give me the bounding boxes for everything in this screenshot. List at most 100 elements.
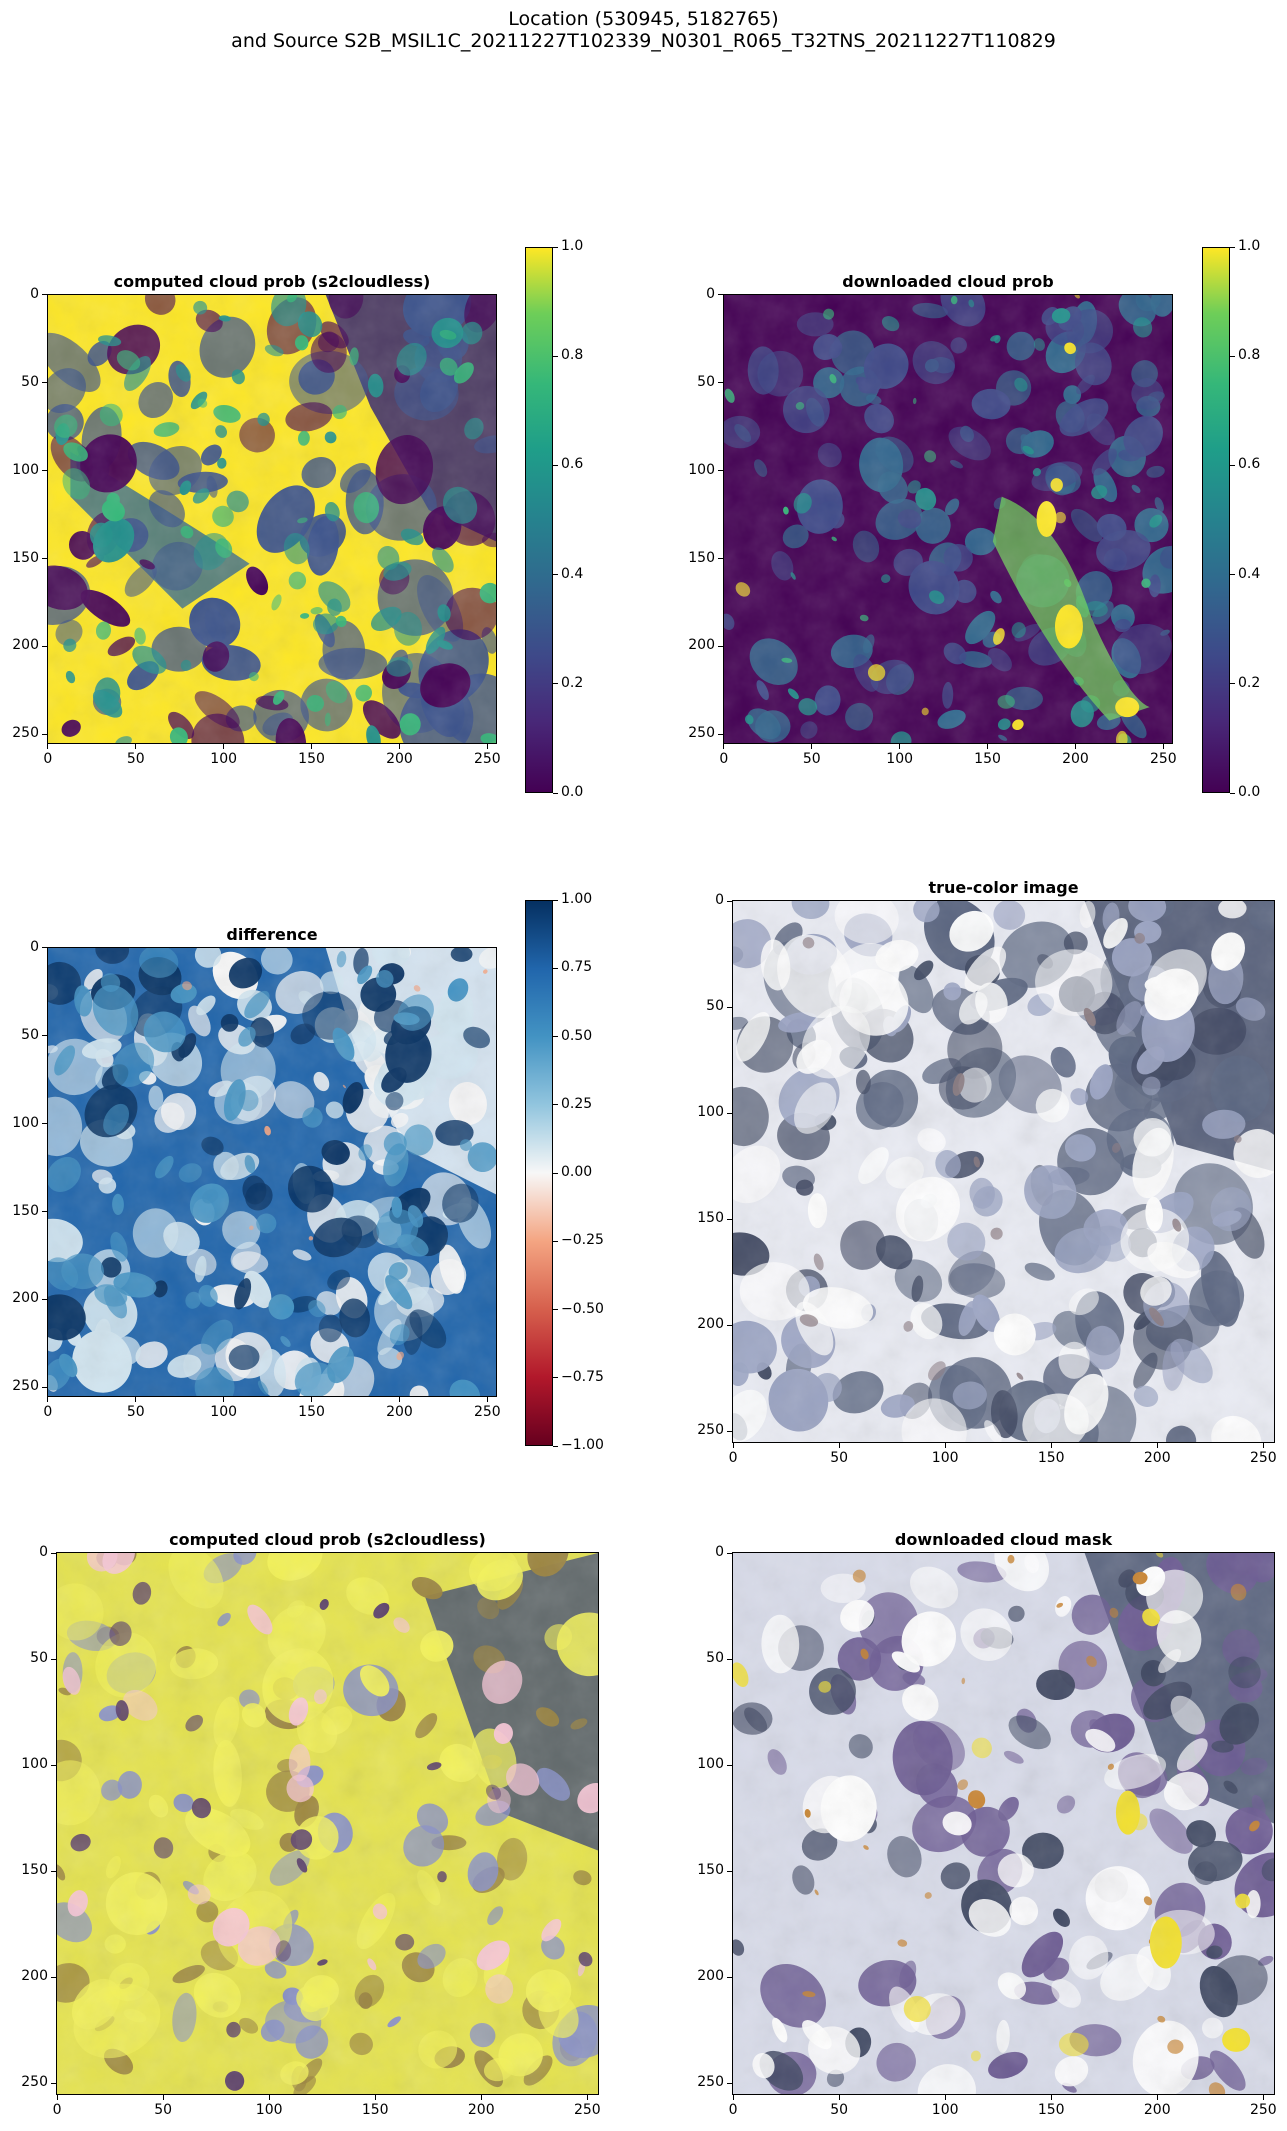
colorbar-tick-label: 0.75 (561, 959, 593, 976)
x-tick-label: 0 (728, 1450, 738, 1466)
y-tick-mark (727, 1658, 732, 1660)
x-tick-mark (944, 1443, 946, 1448)
y-tick-label: 200 (688, 637, 715, 654)
colorbar-tick-label: 0.8 (561, 347, 584, 364)
x-tick-mark (838, 1443, 840, 1448)
figure-suptitle-line2: and Source S2B_MSIL1C_20211227T102339_N0… (231, 30, 1056, 52)
colorbar-computed-prob (525, 247, 553, 793)
x-tick-label: 150 (1037, 1450, 1065, 1466)
x-tick-label: 0 (728, 2102, 738, 2118)
x-tick-mark (56, 2095, 58, 2100)
panel-title: true-color image (928, 878, 1079, 897)
y-tick-label: 50 (706, 998, 724, 1015)
y-tick-label: 0 (39, 1544, 48, 1561)
x-tick-mark (47, 744, 49, 749)
colorbar-downloaded-prob (1202, 247, 1230, 793)
y-tick-mark (42, 1298, 47, 1300)
y-tick-mark (727, 900, 732, 902)
colorbar-tick-label: 0.0 (1238, 784, 1261, 800)
x-tick-mark (486, 744, 488, 749)
x-tick-mark (398, 1397, 400, 1402)
y-tick-mark (51, 1976, 56, 1978)
x-tick-mark (944, 2095, 946, 2100)
y-tick-label: 250 (21, 2074, 48, 2091)
y-tick-mark (718, 558, 723, 560)
colorbar-tick-mark (553, 355, 558, 357)
y-tick-mark (718, 294, 723, 296)
image-true-color (732, 900, 1275, 1443)
x-tick-mark (162, 2095, 164, 2100)
x-tick-label: 50 (830, 1450, 849, 1466)
colorbar-tick-mark (1230, 574, 1235, 576)
x-tick-label: 0 (43, 751, 53, 767)
y-tick-label: 100 (12, 461, 39, 478)
y-tick-label: 0 (706, 285, 715, 302)
colorbar-tick-label: 0.4 (561, 565, 584, 582)
y-tick-mark (42, 733, 47, 735)
y-tick-label: 150 (12, 1202, 39, 1219)
colorbar-tick-label: 0.2 (1238, 674, 1261, 691)
x-tick-label: 250 (473, 1404, 501, 1420)
y-tick-mark (727, 1430, 732, 1432)
x-tick-label: 0 (719, 751, 729, 767)
y-tick-mark (727, 1552, 732, 1554)
x-tick-label: 100 (931, 1450, 959, 1466)
x-tick-mark (732, 2095, 734, 2100)
x-tick-mark (1050, 1443, 1052, 1448)
colorbar-tick-mark (553, 683, 558, 685)
y-tick-mark (718, 733, 723, 735)
y-tick-label: 150 (697, 1210, 724, 1227)
y-tick-label: 0 (715, 1544, 724, 1561)
x-tick-label: 150 (1037, 2102, 1065, 2118)
x-tick-label: 250 (1249, 1450, 1277, 1466)
colorbar-tick-mark (1230, 355, 1235, 357)
y-tick-mark (727, 1218, 732, 1220)
y-tick-label: 100 (697, 1104, 724, 1121)
x-tick-label: 250 (1149, 751, 1177, 767)
colorbar-difference (525, 900, 553, 1446)
colorbar-tick-mark (553, 1104, 558, 1106)
y-tick-mark (42, 382, 47, 384)
y-tick-label: 250 (697, 2074, 724, 2091)
x-tick-label: 100 (210, 1404, 238, 1420)
y-tick-label: 0 (30, 285, 39, 302)
y-tick-mark (51, 1764, 56, 1766)
x-tick-label: 100 (886, 751, 914, 767)
x-tick-label: 250 (1249, 2102, 1277, 2118)
panel-title: downloaded cloud mask (894, 1530, 1113, 1549)
y-tick-label: 50 (21, 373, 39, 390)
colorbar-tick-mark (553, 1036, 558, 1037)
y-tick-label: 250 (12, 1378, 39, 1395)
x-tick-mark (223, 1397, 225, 1402)
x-tick-mark (135, 1397, 137, 1402)
y-tick-label: 150 (688, 549, 715, 566)
image-difference (47, 947, 497, 1397)
heatmap-downloaded-mask (733, 1553, 1274, 2094)
figure-suptitle-line1: Location (530945, 5182765) (508, 8, 779, 30)
x-tick-mark (268, 2095, 270, 2100)
x-tick-label: 200 (467, 2102, 495, 2118)
colorbar-tick-mark (553, 1172, 558, 1174)
y-tick-mark (727, 1324, 732, 1326)
y-tick-label: 0 (30, 938, 39, 955)
colorbar-tick-label: 1.0 (561, 238, 584, 254)
x-tick-mark (811, 744, 813, 749)
image-downloaded-prob (723, 294, 1173, 744)
x-tick-label: 150 (361, 2102, 389, 2118)
panel-title: computed cloud prob (s2cloudless) (113, 272, 431, 291)
y-tick-label: 250 (688, 725, 715, 742)
y-tick-mark (718, 645, 723, 647)
x-tick-mark (311, 1397, 313, 1402)
colorbar-tick-mark (553, 1240, 558, 1242)
x-tick-mark (723, 744, 725, 749)
y-tick-label: 50 (21, 1026, 39, 1043)
x-tick-label: 100 (255, 2102, 283, 2118)
y-tick-label: 150 (21, 1862, 48, 1879)
heatmap-computed-overlay (57, 1553, 598, 2094)
x-tick-mark (899, 744, 901, 749)
x-tick-label: 150 (298, 1404, 325, 1420)
y-tick-label: 50 (697, 373, 715, 390)
y-tick-label: 200 (697, 1968, 724, 1985)
x-tick-mark (1156, 2095, 1158, 2100)
x-tick-mark (732, 1443, 734, 1448)
